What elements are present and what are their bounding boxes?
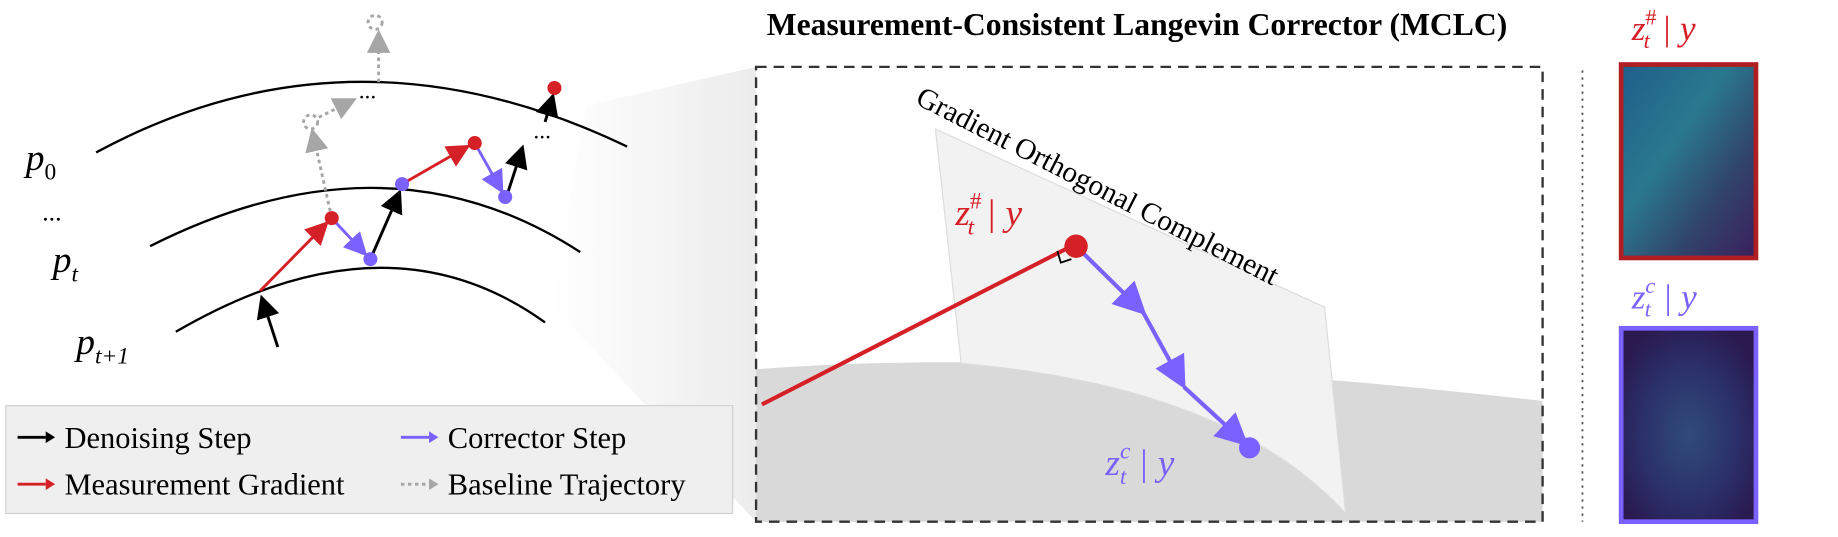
- corrector-path: [1074, 244, 1249, 447]
- label-sub: t: [71, 261, 78, 287]
- legend-box: [5, 405, 734, 515]
- baseline-trajectory: [302, 13, 391, 219]
- label-base: z: [1104, 443, 1120, 484]
- legend: Denoising Step Corrector Step Measurement …: [17, 421, 687, 502]
- ellipsis: ...: [42, 197, 61, 226]
- legend-label: Corrector Step: [448, 421, 627, 455]
- corrector-arrow: [473, 142, 504, 194]
- label-base: z: [1631, 9, 1646, 48]
- noisy-image: [1618, 62, 1759, 261]
- label-sup: #: [970, 189, 982, 215]
- point-corrected: [1239, 437, 1261, 459]
- label-sub: t+1: [95, 343, 129, 369]
- label-base: p: [73, 322, 95, 363]
- ellipsis: ...: [359, 79, 377, 105]
- manifold-surface: [756, 362, 1543, 522]
- gradient-arrow: [401, 144, 471, 186]
- label-base: p: [23, 138, 45, 179]
- legend-label: Denoising Step: [64, 421, 251, 455]
- corrected-image: [1618, 325, 1759, 525]
- point-label: zc t | y: [1104, 438, 1174, 490]
- label-cond: | y: [986, 193, 1023, 234]
- label-sub: 0: [45, 159, 57, 185]
- label-base: z: [954, 193, 970, 234]
- zoom-box: [754, 65, 1544, 523]
- point-label: z# t | y: [954, 189, 1022, 241]
- legend-arrowhead: [429, 431, 439, 444]
- manifold-label: pt+1: [73, 322, 129, 369]
- image-label: zc t | y: [1631, 273, 1697, 321]
- manifold: [175, 266, 546, 333]
- label-cond: | y: [1662, 9, 1696, 48]
- right-angle: [1056, 250, 1072, 264]
- label-sub: t: [1120, 464, 1127, 490]
- legend-arrowhead: [429, 478, 439, 491]
- label-base: z: [1631, 277, 1646, 316]
- image-label: z# t | y: [1631, 5, 1696, 53]
- legend-arrowhead: [45, 431, 56, 444]
- label-sub: t: [1645, 297, 1652, 322]
- label-cond: | y: [1663, 277, 1697, 316]
- denoising-arrow: [535, 92, 559, 123]
- label-base: p: [50, 240, 72, 281]
- manifold: [149, 186, 581, 254]
- label-sub: t: [1644, 28, 1651, 53]
- manifold-label: pt: [50, 240, 79, 287]
- label-sup: c: [1120, 438, 1131, 464]
- legend-arrowhead: [45, 478, 56, 491]
- label-cond: | y: [1138, 443, 1175, 484]
- manifold-label: p0: [23, 138, 56, 185]
- label-sup: #: [1645, 5, 1656, 30]
- legend-label: Baseline Trajectory: [448, 468, 687, 502]
- ellipsis: ...: [533, 118, 551, 144]
- title: Measurement-Consistent Langevin Correcto…: [767, 7, 1507, 42]
- gradient-arrow: [760, 246, 1068, 407]
- label-sub: t: [968, 215, 975, 241]
- corrector-arrow: [330, 217, 368, 257]
- denoising-arrow: [256, 294, 280, 348]
- denoising-arrow: [369, 189, 403, 260]
- point-noisy: [1064, 234, 1088, 258]
- denoising-arrow: [505, 144, 528, 194]
- trajectory-points: [324, 80, 562, 267]
- legend-label: Measurement Gradient: [64, 468, 345, 502]
- gradient-arrow: [259, 220, 329, 292]
- label-sup: c: [1645, 273, 1655, 298]
